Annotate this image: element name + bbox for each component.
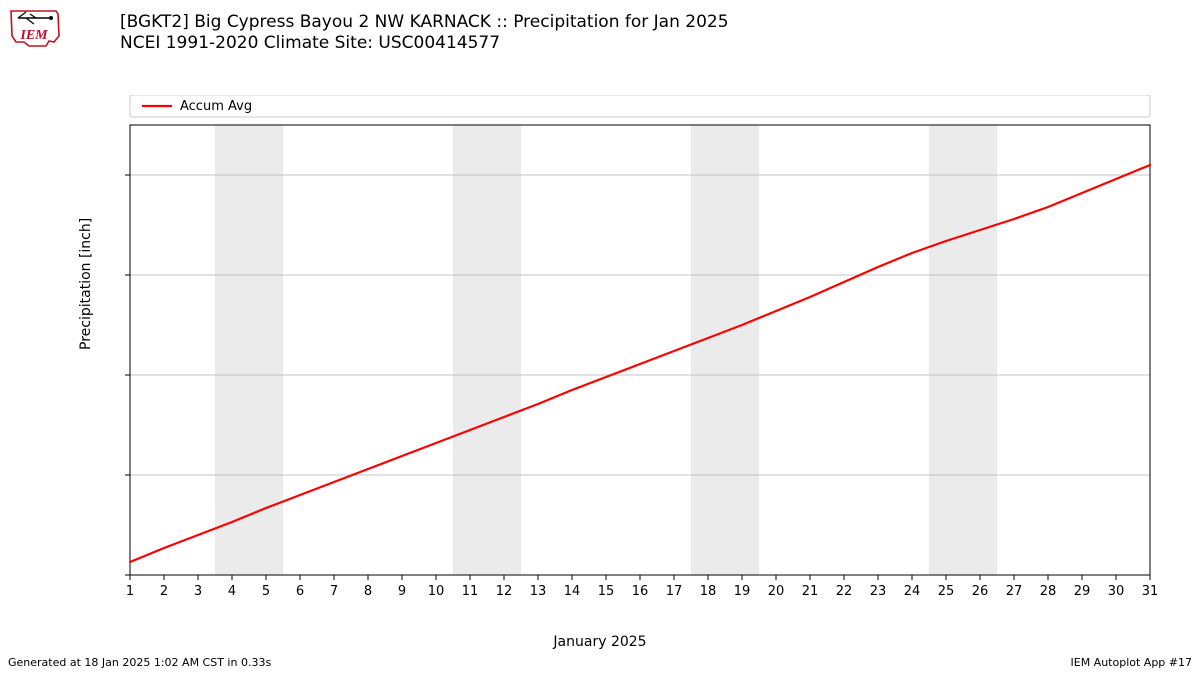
chart-area: Accum Avg1234567891011121314151617181920…: [120, 95, 1160, 605]
svg-text:1: 1: [126, 584, 134, 599]
svg-text:29: 29: [1074, 584, 1091, 599]
svg-text:19: 19: [734, 584, 751, 599]
svg-text:27: 27: [1006, 584, 1023, 599]
svg-text:25: 25: [938, 584, 955, 599]
svg-text:23: 23: [870, 584, 887, 599]
svg-text:IEM: IEM: [19, 28, 48, 43]
footer-generated: Generated at 18 Jan 2025 1:02 AM CST in …: [8, 656, 271, 669]
svg-text:Accum Avg: Accum Avg: [180, 99, 252, 114]
title-line2: NCEI 1991-2020 Climate Site: USC00414577: [120, 33, 729, 54]
chart-title: [BGKT2] Big Cypress Bayou 2 NW KARNACK :…: [120, 12, 729, 55]
svg-text:28: 28: [1040, 584, 1057, 599]
svg-text:16: 16: [632, 584, 649, 599]
precipitation-chart: Accum Avg1234567891011121314151617181920…: [120, 95, 1160, 605]
svg-text:2: 2: [160, 584, 168, 599]
svg-text:24: 24: [904, 584, 921, 599]
y-axis-label: Precipitation [inch]: [78, 218, 94, 350]
svg-text:22: 22: [836, 584, 853, 599]
svg-text:13: 13: [530, 584, 547, 599]
svg-text:11: 11: [462, 584, 479, 599]
svg-text:14: 14: [564, 584, 581, 599]
svg-text:8: 8: [364, 584, 372, 599]
svg-text:30: 30: [1108, 584, 1125, 599]
x-axis-label: January 2025: [0, 634, 1200, 650]
svg-text:15: 15: [598, 584, 615, 599]
svg-text:5: 5: [262, 584, 270, 599]
footer-app: IEM Autoplot App #17: [1071, 656, 1193, 669]
svg-text:20: 20: [768, 584, 785, 599]
svg-text:26: 26: [972, 584, 989, 599]
svg-text:4: 4: [228, 584, 236, 599]
svg-text:21: 21: [802, 584, 819, 599]
title-line1: [BGKT2] Big Cypress Bayou 2 NW KARNACK :…: [120, 12, 729, 33]
svg-text:18: 18: [700, 584, 717, 599]
svg-text:7: 7: [330, 584, 338, 599]
svg-text:12: 12: [496, 584, 513, 599]
svg-text:3: 3: [194, 584, 202, 599]
iem-logo: IEM: [6, 6, 66, 50]
svg-text:17: 17: [666, 584, 683, 599]
svg-text:6: 6: [296, 584, 304, 599]
svg-text:10: 10: [428, 584, 445, 599]
svg-text:9: 9: [398, 584, 406, 599]
svg-text:31: 31: [1142, 584, 1159, 599]
